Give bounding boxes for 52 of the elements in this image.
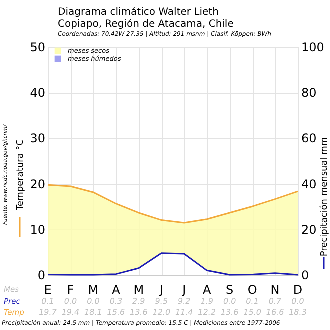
data-label: 18.3 <box>289 308 307 317</box>
y2-tick-label: 0 <box>302 268 310 282</box>
y-tick-label: 50 <box>30 40 46 54</box>
y-tick-label: 10 <box>30 222 46 237</box>
data-label: 2.9 <box>132 297 146 306</box>
x-tick-label: O <box>248 283 258 297</box>
x-tick-label: F <box>67 283 74 297</box>
y-tick-label: 0 <box>38 268 46 282</box>
x-tick-label: M <box>134 283 144 297</box>
data-label: 15.0 <box>244 308 262 317</box>
x-tick-label: N <box>270 283 280 297</box>
x-tick-label: A <box>112 283 122 297</box>
y-tick-label: 20 <box>30 177 46 192</box>
y2-axis-title: Precipitación mensual mm <box>319 137 330 257</box>
chart-subtitle: Copiapo, Región de Atacama, Chile <box>58 19 234 30</box>
x-tick-label: S <box>226 283 234 297</box>
y-tick-label: 40 <box>30 86 46 100</box>
data-label: 12.2 <box>198 308 216 317</box>
data-label: 9.2 <box>178 297 191 306</box>
y2-tick-label: 100 <box>302 40 324 54</box>
data-label: 11.4 <box>175 308 194 317</box>
x-tick-label: M <box>88 283 99 297</box>
data-label: 18.1 <box>84 308 102 317</box>
data-label: 15.6 <box>107 308 126 317</box>
data-label: 0.7 <box>268 297 283 306</box>
y2-tick-label: 20 <box>302 222 317 237</box>
y2-tick-label: 40 <box>302 177 317 192</box>
x-tick-label: D <box>293 283 303 297</box>
x-tick-label: A <box>202 283 212 297</box>
data-label: 0.0 <box>64 297 78 306</box>
x-tick-label: E <box>44 283 52 297</box>
data-label: 19.7 <box>39 308 58 317</box>
data-label: 0.0 <box>223 297 236 306</box>
data-label: 12.0 <box>152 308 171 317</box>
x-tick-label: J <box>158 283 164 297</box>
y2-tick-label: 60 <box>302 132 317 146</box>
data-label: 0.0 <box>87 297 100 306</box>
data-label: 0.1 <box>246 297 259 306</box>
y-axis-title: Temperatura °C <box>16 140 26 212</box>
data-label: 16.6 <box>266 308 284 317</box>
data-label: 13.6 <box>130 308 148 317</box>
x-tick-label: J <box>182 283 186 297</box>
data-label: 19.4 <box>62 308 80 317</box>
data-label: 1.9 <box>200 297 214 306</box>
data-label: 13.6 <box>220 308 239 317</box>
data-label: 9.5 <box>155 297 168 306</box>
y-tick-label: 30 <box>30 132 46 146</box>
chart-title: Diagrama climático Walter Lieth <box>58 7 219 18</box>
data-label: 0.3 <box>110 297 123 306</box>
data-label: 0.0 <box>292 297 304 306</box>
y2-tick-label: 80 <box>302 86 317 100</box>
data-label: 0.1 <box>42 297 54 306</box>
